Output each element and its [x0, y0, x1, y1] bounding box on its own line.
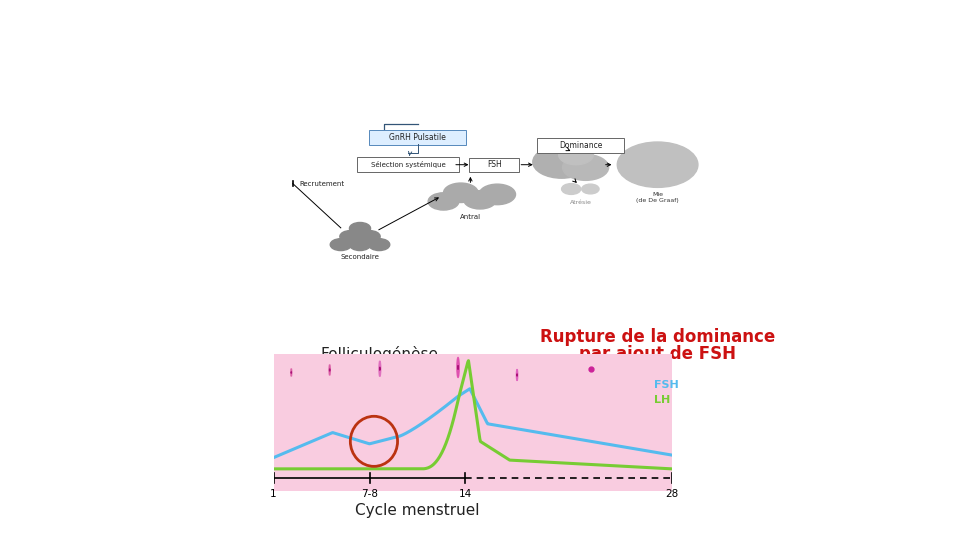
Circle shape [562, 184, 581, 194]
Circle shape [582, 184, 599, 194]
Circle shape [563, 154, 609, 180]
Text: 1: 1 [271, 489, 276, 499]
Circle shape [349, 239, 371, 251]
Text: FSH: FSH [655, 380, 679, 390]
FancyBboxPatch shape [357, 157, 459, 172]
Circle shape [359, 231, 380, 242]
Circle shape [379, 361, 381, 376]
Text: LH: LH [655, 395, 670, 405]
Text: 28: 28 [665, 489, 679, 499]
Text: Atrésie: Atrésie [570, 200, 591, 205]
Text: par ajout de FSH: par ajout de FSH [579, 345, 736, 363]
FancyBboxPatch shape [469, 158, 519, 172]
Circle shape [559, 145, 593, 165]
Circle shape [329, 364, 330, 375]
Text: Folliculogénèse: Folliculogénèse [321, 346, 438, 362]
Text: Mie
(de De Graaf): Mie (de De Graaf) [636, 192, 679, 203]
Text: FSH: FSH [487, 160, 502, 169]
FancyBboxPatch shape [369, 130, 467, 145]
Text: Antral: Antral [460, 214, 481, 220]
Circle shape [428, 193, 459, 210]
Bar [274, 354, 672, 491]
Circle shape [330, 239, 351, 251]
Circle shape [464, 191, 496, 209]
Text: Rupture de la dominance: Rupture de la dominance [540, 328, 776, 347]
Circle shape [369, 239, 390, 251]
Circle shape [533, 146, 590, 178]
Circle shape [617, 142, 698, 187]
FancyBboxPatch shape [538, 138, 624, 153]
Circle shape [349, 222, 371, 234]
Circle shape [444, 183, 478, 202]
Text: 14: 14 [459, 489, 472, 499]
Text: GnRH Pulsatile: GnRH Pulsatile [389, 133, 446, 142]
Text: 7-8: 7-8 [361, 489, 378, 499]
Text: Cycle menstruel: Cycle menstruel [355, 503, 480, 518]
Text: Recrutement: Recrutement [300, 180, 345, 187]
Circle shape [340, 231, 361, 242]
Circle shape [479, 184, 516, 205]
Circle shape [516, 369, 517, 381]
Circle shape [457, 357, 459, 377]
Text: Sélection systémique: Sélection systémique [371, 161, 445, 168]
Text: Dominance: Dominance [559, 141, 603, 150]
Text: Secondaire: Secondaire [341, 254, 379, 260]
